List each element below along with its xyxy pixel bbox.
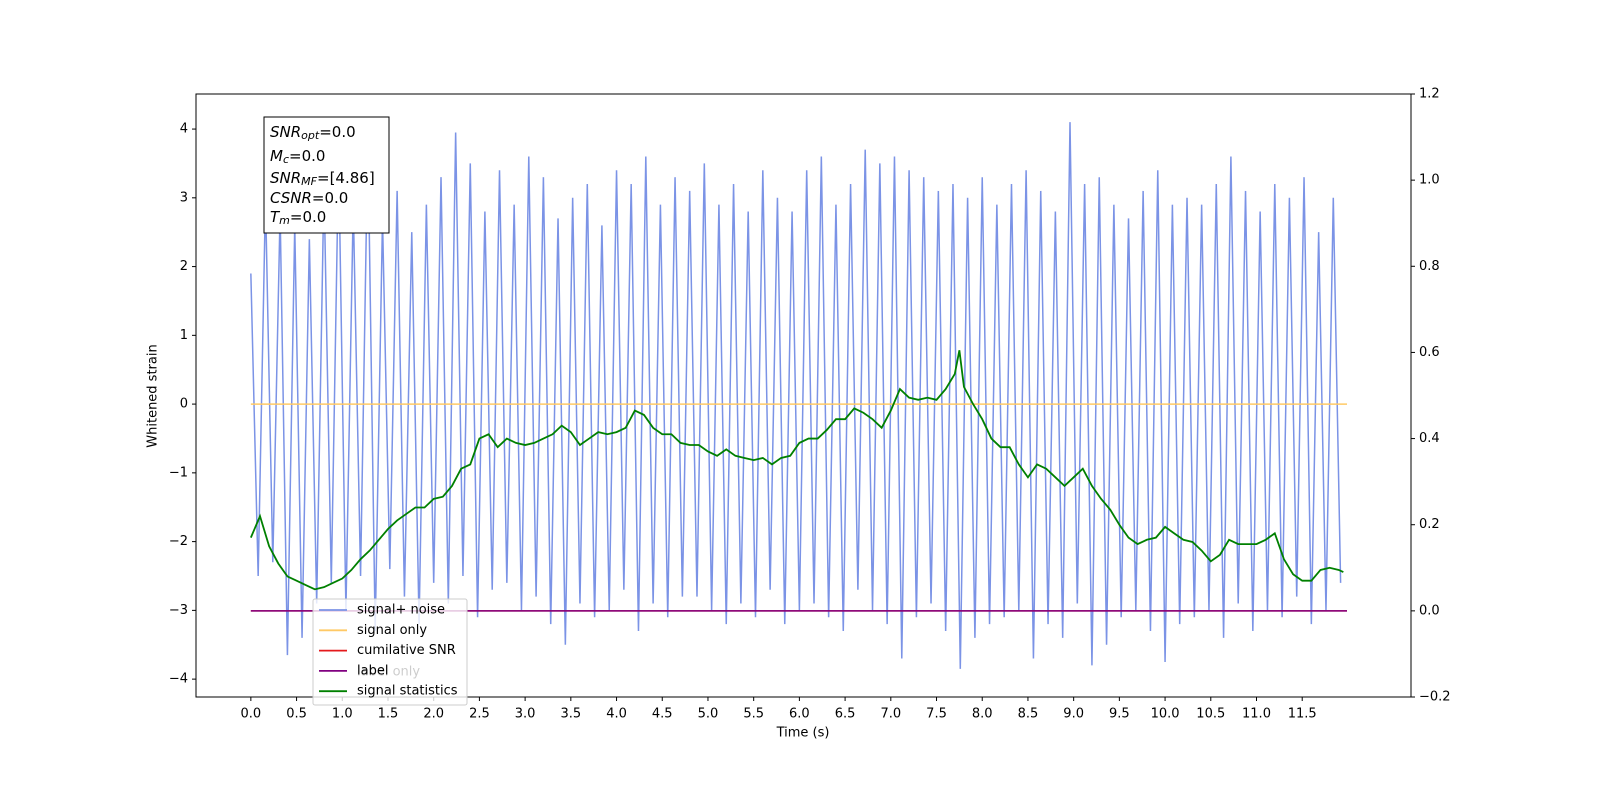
y-tick-label: 4 [180, 122, 188, 137]
x-tick-label: 2.5 [469, 707, 490, 722]
y2-tick-label: 0.4 [1419, 431, 1440, 446]
y2-tick-label: 1.2 [1419, 87, 1440, 102]
line-series [250, 350, 1344, 591]
y2-tick-label: 0.6 [1419, 345, 1440, 360]
stats-line: CSNR=0.0 [270, 189, 348, 207]
legend-label: cumilative SNR [357, 643, 456, 658]
y-tick-label: −2 [169, 534, 188, 549]
x-tick-label: 3.0 [515, 707, 536, 722]
y-tick-label: 3 [180, 190, 188, 205]
x-tick-label: 0.0 [241, 707, 262, 722]
x-tick-label: 2.0 [423, 707, 444, 722]
x-tick-label: 4.0 [606, 707, 627, 722]
stats-name: SNR [270, 123, 301, 141]
y-tick-label: 2 [180, 259, 188, 274]
stats-text: SNRopt=0.0Mc=0.0SNRMF=[4.86]CSNR=0.0Tm=0… [270, 123, 375, 228]
x-tick-label: 9.0 [1063, 707, 1084, 722]
axes-frame [195, 93, 1412, 698]
x-tick-label: 9.5 [1109, 707, 1130, 722]
stats-line: Tm=0.0 [270, 208, 326, 228]
stats-name: SNR [270, 169, 301, 187]
stats-line: Mc=0.0 [270, 147, 325, 167]
stats-name: T [270, 208, 281, 226]
legend-label: signal only [357, 623, 427, 638]
y-tick-label: −3 [169, 603, 188, 618]
x-tick-label: 7.5 [926, 707, 947, 722]
stats-value: =0.0 [289, 147, 325, 165]
stats-sub: m [279, 214, 290, 227]
x-tick-label: 6.0 [789, 707, 810, 722]
x-tick-label: 1.5 [378, 707, 399, 722]
y2-tick-label: 0.2 [1419, 517, 1440, 532]
x-axis-label: Time (s) [776, 726, 830, 741]
x-tick-label: 8.0 [972, 707, 993, 722]
stats-value: =0.0 [290, 208, 326, 226]
y-tick-label: −1 [169, 465, 188, 480]
stats-sub: opt [301, 129, 320, 142]
plot-area [250, 122, 1347, 669]
y2-tick-label: −0.2 [1419, 690, 1451, 705]
y-axis-label: Whitened strain [146, 344, 161, 447]
x-tick-label: 8.5 [1018, 707, 1039, 722]
legend-label: signal+ noise [357, 603, 445, 618]
y2-tick-label: 0.8 [1419, 259, 1440, 274]
x-tick-label: 5.5 [743, 707, 764, 722]
x-tick-label: 3.5 [560, 707, 581, 722]
y-tick-label: −4 [169, 672, 188, 687]
x-tick-label: 7.0 [880, 707, 901, 722]
x-tick-label: 1.0 [332, 707, 353, 722]
legend-label: label [357, 663, 388, 678]
stats-value: =0.0 [319, 123, 355, 141]
x-tick-label: 10.0 [1151, 707, 1180, 722]
stats-box [263, 116, 390, 234]
x-tick-label: 4.5 [652, 707, 673, 722]
legend-box [312, 598, 468, 706]
stats-line: SNRopt=0.0 [270, 123, 356, 143]
stats-name: M [270, 147, 283, 165]
x-tick-label: 11.0 [1242, 707, 1271, 722]
x-tick-label: 5.0 [698, 707, 719, 722]
stats-sub: MF [301, 175, 317, 188]
stats-sub: c [283, 153, 289, 166]
legend-label: signal statistics [357, 684, 458, 699]
x-tick-label: 10.5 [1196, 707, 1225, 722]
x-tick-label: 0.5 [286, 707, 307, 722]
y-tick-label: 0 [180, 397, 188, 412]
stats-line: SNRMF=[4.86] [270, 169, 375, 189]
stats-value: =[4.86] [317, 169, 375, 187]
stats-value: =0.0 [312, 189, 348, 207]
stats-name: CSNR [270, 189, 312, 207]
y2-tick-label: 1.0 [1419, 173, 1440, 188]
y-tick-label: 1 [180, 328, 188, 343]
x-tick-label: 11.5 [1288, 707, 1317, 722]
x-tick-label: 6.5 [835, 707, 856, 722]
line-series [250, 122, 1342, 669]
y2-tick-label: 0.0 [1419, 603, 1440, 618]
